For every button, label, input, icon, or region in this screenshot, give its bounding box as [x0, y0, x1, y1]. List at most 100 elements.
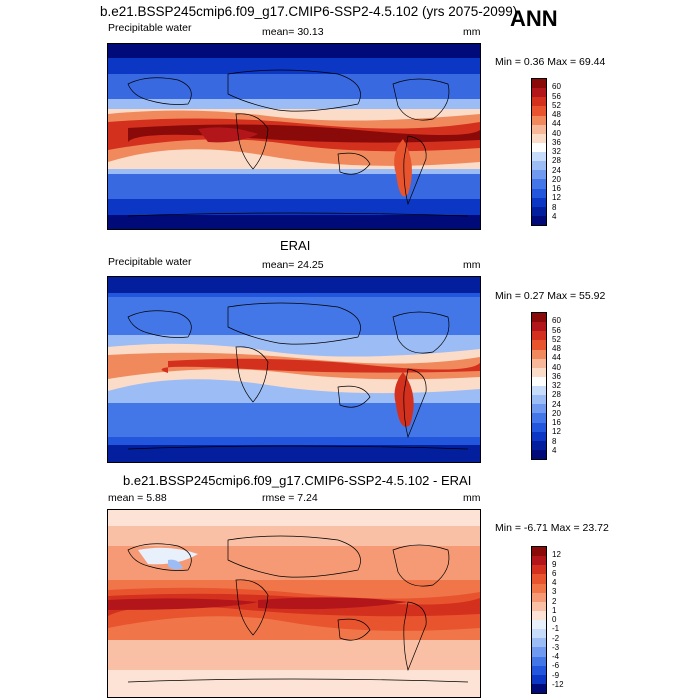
panel2-colorbar: [531, 312, 547, 460]
colorbar-tick-label: 56: [552, 91, 561, 101]
colorbar-tick-label: 52: [552, 334, 561, 344]
colorbar-swatch: [532, 601, 546, 611]
panel3-units: mm: [463, 492, 481, 504]
colorbar-swatch: [532, 386, 546, 396]
colorbar-swatch: [532, 440, 546, 450]
colorbar-tick-label: 2: [552, 596, 557, 606]
colorbar-tick-label: 12: [552, 550, 561, 560]
colorbar-swatch: [532, 313, 546, 323]
panel1-mean: mean= 30.13: [262, 26, 324, 38]
panel1-minmax: Min = 0.36 Max = 69.44: [495, 56, 606, 68]
colorbar-tick-label: 4: [552, 578, 557, 587]
colorbar-swatch: [532, 340, 546, 350]
colorbar-tick-label: -4: [552, 652, 560, 661]
colorbar-swatch: [532, 106, 546, 116]
panel2-units: mm: [463, 259, 481, 271]
colorbar-swatch: [532, 170, 546, 180]
colorbar-tick-label: 28: [552, 390, 561, 400]
colorbar-swatch: [532, 665, 546, 675]
colorbar-swatch: [532, 376, 546, 386]
colorbar-swatch: [532, 188, 546, 198]
colorbar-tick-label: 32: [552, 381, 561, 390]
colorbar-tick-label: 3: [552, 587, 557, 597]
colorbar-tick-label: 12: [552, 427, 561, 437]
colorbar-swatch: [532, 565, 546, 575]
colorbar-tick-label: 44: [552, 119, 561, 129]
colorbar-tick-label: 60: [552, 82, 561, 92]
colorbar-swatch: [532, 413, 546, 423]
colorbar-tick-label: 4: [552, 211, 557, 221]
panel2-map: [107, 276, 481, 463]
colorbar-swatch: [532, 322, 546, 332]
colorbar-tick-label: 16: [552, 184, 561, 193]
colorbar-swatch: [532, 620, 546, 630]
colorbar-tick-label: 12: [552, 193, 561, 203]
panel2-minmax: Min = 0.27 Max = 55.92: [495, 290, 606, 302]
colorbar-tick-label: 56: [552, 325, 561, 335]
colorbar-tick-label: -9: [552, 670, 560, 680]
colorbar-tick-label: 44: [552, 353, 561, 363]
panel2-title: ERAI: [280, 238, 311, 253]
colorbar-swatch: [532, 206, 546, 216]
colorbar-swatch: [532, 115, 546, 125]
colorbar-swatch: [532, 647, 546, 657]
colorbar-tick-label: 1: [552, 605, 557, 615]
colorbar-swatch: [532, 331, 546, 341]
colorbar-swatch: [532, 133, 546, 143]
colorbar-swatch: [532, 97, 546, 107]
colorbar-swatch: [532, 88, 546, 98]
colorbar-swatch: [532, 638, 546, 648]
colorbar-swatch: [532, 367, 546, 377]
colorbar-tick-label: 40: [552, 362, 561, 372]
panel1-colorbar: [531, 78, 547, 226]
colorbar-swatch: [532, 179, 546, 189]
panel1-variable: Precipitable water: [108, 22, 192, 34]
colorbar-tick-label: -12: [552, 679, 564, 689]
colorbar-tick-label: 48: [552, 110, 561, 119]
panel3-colorbar: [531, 546, 547, 694]
colorbar-swatch: [532, 547, 546, 557]
panel1-title: b.e21.BSSP245cmip6.f09_g17.CMIP6-SSP2-4.…: [100, 4, 518, 19]
colorbar-tick-label: 36: [552, 371, 561, 381]
colorbar-swatch: [532, 610, 546, 620]
colorbar-tick-label: 16: [552, 418, 561, 427]
panel1-map: [107, 43, 481, 230]
panel3-minmax: Min = -6.71 Max = 23.72: [495, 522, 609, 534]
colorbar-swatch: [532, 629, 546, 639]
colorbar-swatch: [532, 358, 546, 368]
colorbar-tick-label: 24: [552, 399, 561, 409]
panel3-rmse: rmse = 7.24: [262, 492, 318, 504]
panel2-variable: Precipitable water: [108, 256, 192, 268]
colorbar-tick-label: 6: [552, 568, 557, 578]
colorbar-tick-label: 0: [552, 615, 557, 624]
colorbar-tick-label: 28: [552, 156, 561, 166]
colorbar-swatch: [532, 656, 546, 666]
panel3-title: b.e21.BSSP245cmip6.f09_g17.CMIP6-SSP2-4.…: [123, 473, 472, 488]
colorbar-swatch: [532, 142, 546, 152]
panel3-map: [107, 509, 481, 698]
colorbar-swatch: [532, 79, 546, 89]
colorbar-tick-label: 20: [552, 408, 561, 418]
colorbar-tick-label: 4: [552, 445, 557, 455]
colorbar-swatch: [532, 404, 546, 414]
colorbar-tick-label: 20: [552, 174, 561, 184]
colorbar-swatch: [532, 574, 546, 584]
colorbar-tick-label: 32: [552, 147, 561, 156]
panel1-units: mm: [463, 26, 481, 38]
colorbar-tick-label: 9: [552, 559, 557, 569]
colorbar-swatch: [532, 583, 546, 593]
colorbar-tick-label: 40: [552, 128, 561, 138]
colorbar-swatch: [532, 449, 546, 459]
panel3-mean: mean = 5.88: [108, 492, 167, 504]
colorbar-tick-label: 8: [552, 202, 557, 212]
colorbar-tick-label: 24: [552, 165, 561, 175]
colorbar-swatch: [532, 556, 546, 566]
colorbar-swatch: [532, 124, 546, 134]
colorbar-swatch: [532, 349, 546, 359]
colorbar-swatch: [532, 215, 546, 225]
colorbar-swatch: [532, 197, 546, 207]
colorbar-swatch: [532, 674, 546, 684]
colorbar-tick-label: 52: [552, 100, 561, 110]
colorbar-tick-label: 48: [552, 344, 561, 353]
colorbar-swatch: [532, 683, 546, 693]
